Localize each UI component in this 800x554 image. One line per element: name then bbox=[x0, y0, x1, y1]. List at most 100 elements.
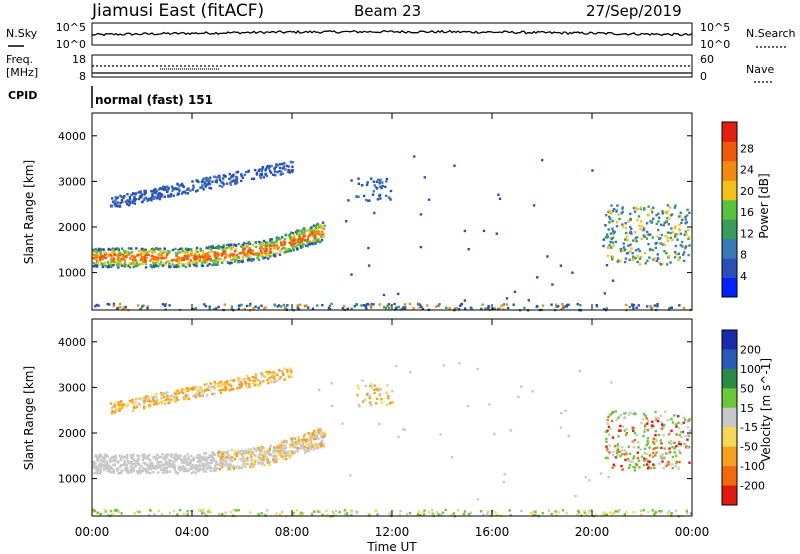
data-cell bbox=[104, 262, 107, 265]
data-cell bbox=[248, 385, 251, 389]
data-cell bbox=[287, 165, 290, 168]
data-cell bbox=[121, 258, 124, 261]
data-cell bbox=[283, 450, 287, 453]
data-cell bbox=[167, 465, 170, 468]
data-cell bbox=[137, 249, 141, 253]
data-cell bbox=[136, 454, 139, 457]
data-cell bbox=[269, 244, 272, 247]
data-cell bbox=[159, 466, 162, 469]
data-cell bbox=[308, 445, 311, 448]
data-cell bbox=[256, 446, 260, 450]
data-cell bbox=[469, 511, 472, 514]
data-cell bbox=[148, 467, 151, 470]
data-cell bbox=[347, 199, 350, 202]
data-cell bbox=[181, 256, 185, 260]
data-cell bbox=[636, 260, 639, 264]
data-cell bbox=[685, 511, 689, 515]
data-cell bbox=[262, 446, 265, 450]
data-cell bbox=[493, 307, 496, 310]
velocity-y-label: Slant Range [km] bbox=[22, 366, 36, 470]
data-cell bbox=[372, 303, 375, 306]
data-cell bbox=[126, 453, 129, 457]
data-cell bbox=[174, 471, 178, 474]
data-cell bbox=[673, 447, 676, 450]
data-cell bbox=[258, 240, 261, 244]
data-cell bbox=[315, 232, 318, 235]
data-cell bbox=[189, 189, 192, 192]
data-cell bbox=[205, 258, 209, 261]
data-cell bbox=[228, 458, 232, 461]
data-cell bbox=[254, 459, 257, 462]
data-cell bbox=[370, 303, 373, 306]
data-cell bbox=[561, 302, 564, 306]
data-cell bbox=[109, 402, 113, 405]
data-cell bbox=[674, 454, 678, 458]
data-cell bbox=[179, 457, 182, 460]
data-cell bbox=[272, 446, 276, 449]
data-cell bbox=[115, 263, 119, 267]
data-cell bbox=[243, 247, 246, 251]
data-cell bbox=[673, 235, 677, 238]
power-colorbar-tick-label: 16 bbox=[740, 206, 754, 219]
data-cell bbox=[98, 247, 101, 251]
data-cell bbox=[681, 245, 684, 248]
data-cell bbox=[226, 380, 229, 383]
data-cell bbox=[611, 229, 615, 233]
data-cell bbox=[284, 248, 288, 252]
data-cell bbox=[102, 466, 106, 469]
data-cell bbox=[357, 387, 360, 390]
data-cell bbox=[678, 440, 681, 444]
data-cell bbox=[283, 162, 286, 165]
data-cell bbox=[223, 258, 226, 262]
data-cell bbox=[114, 196, 117, 199]
data-cell bbox=[197, 253, 200, 256]
data-cell bbox=[132, 265, 135, 269]
data-cell bbox=[141, 262, 144, 265]
data-cell bbox=[126, 193, 129, 196]
y-tick-label: 1000 bbox=[58, 473, 86, 486]
data-cell bbox=[520, 385, 523, 388]
data-cell bbox=[373, 388, 376, 391]
data-cell bbox=[131, 401, 134, 404]
data-cell bbox=[666, 512, 670, 515]
data-cell bbox=[375, 397, 379, 400]
data-cell bbox=[667, 460, 670, 463]
data-cell bbox=[301, 512, 305, 515]
data-cell bbox=[189, 248, 192, 251]
data-cell bbox=[605, 513, 608, 516]
data-cell bbox=[206, 252, 209, 255]
data-cell bbox=[230, 388, 233, 391]
data-cell bbox=[288, 241, 291, 244]
data-cell bbox=[346, 307, 349, 310]
data-cell bbox=[273, 247, 276, 250]
data-cell bbox=[241, 243, 244, 247]
power-colorbar-swatch bbox=[722, 160, 737, 181]
data-cell bbox=[223, 451, 226, 454]
data-cell bbox=[588, 479, 591, 482]
data-cell bbox=[292, 442, 296, 445]
data-cell bbox=[213, 251, 216, 254]
data-cell bbox=[323, 224, 326, 227]
noise-sky-label: N.Sky bbox=[6, 27, 38, 40]
data-cell bbox=[272, 244, 276, 247]
data-cell bbox=[645, 237, 649, 240]
data-cell bbox=[124, 250, 127, 253]
data-cell bbox=[617, 445, 620, 448]
data-cell bbox=[118, 256, 121, 259]
data-cell bbox=[158, 402, 161, 405]
data-cell bbox=[114, 205, 117, 208]
data-cell bbox=[232, 253, 235, 256]
data-cell bbox=[364, 398, 367, 401]
data-cell bbox=[142, 461, 145, 465]
data-cell bbox=[176, 193, 179, 196]
data-cell bbox=[210, 250, 214, 253]
data-cell bbox=[230, 510, 233, 514]
data-cell bbox=[201, 389, 204, 393]
data-cell bbox=[163, 247, 166, 251]
data-cell bbox=[200, 464, 203, 468]
data-cell bbox=[295, 233, 299, 236]
data-cell bbox=[191, 388, 194, 391]
data-cell bbox=[110, 406, 113, 410]
data-cell bbox=[647, 205, 650, 208]
data-cell bbox=[320, 238, 324, 242]
